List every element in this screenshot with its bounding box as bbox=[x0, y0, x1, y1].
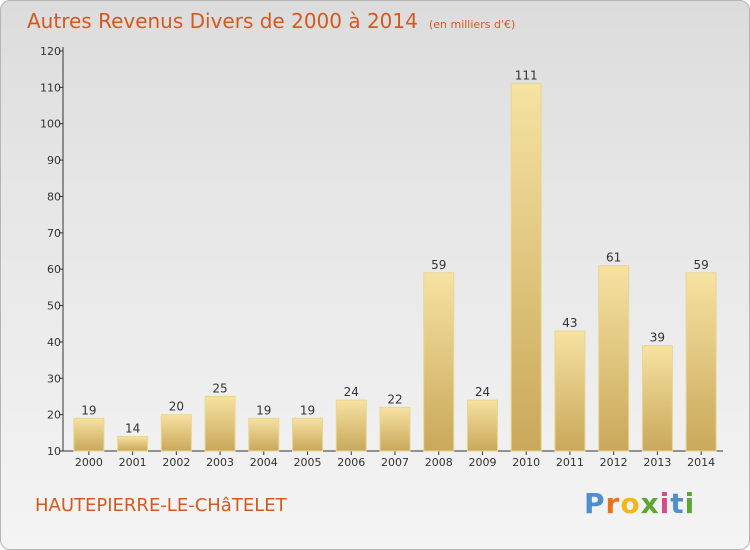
logo-letter: P bbox=[584, 487, 606, 520]
logo-letter: o bbox=[620, 487, 641, 520]
bar bbox=[117, 435, 149, 452]
bar bbox=[248, 417, 280, 452]
bars bbox=[73, 83, 717, 452]
bar bbox=[379, 406, 411, 452]
bar bbox=[554, 330, 586, 452]
bar bbox=[510, 83, 542, 452]
y-tick-label: 80 bbox=[47, 190, 61, 203]
y-tick-label: 30 bbox=[47, 372, 61, 385]
bar bbox=[641, 345, 673, 452]
x-tick-label: 2003 bbox=[206, 456, 234, 469]
logo-letter: i bbox=[659, 487, 671, 520]
value-label: 19 bbox=[256, 403, 271, 417]
value-label: 24 bbox=[475, 385, 490, 399]
logo-letter: t bbox=[670, 487, 685, 520]
x-tick-label: 2014 bbox=[687, 456, 715, 469]
bar bbox=[423, 272, 455, 452]
x-tick-label: 2001 bbox=[119, 456, 147, 469]
commune-name: HAUTEPIERRE-LE-CHâTELET bbox=[35, 495, 287, 516]
value-label: 19 bbox=[81, 403, 96, 417]
value-label: 111 bbox=[515, 69, 538, 83]
y-tick-label: 60 bbox=[47, 263, 61, 276]
x-tick-label: 2008 bbox=[425, 456, 453, 469]
value-label: 25 bbox=[212, 381, 227, 395]
value-label: 22 bbox=[387, 392, 402, 406]
x-tick-label: 2011 bbox=[556, 456, 584, 469]
bar bbox=[204, 395, 236, 452]
y-tick-label: 100 bbox=[40, 118, 61, 131]
labels: 19 2000 14 2001 20 2002 25 2003 19 2004 19 2005 24 20… bbox=[75, 69, 715, 469]
x-tick-label: 2012 bbox=[600, 456, 628, 469]
value-label: 14 bbox=[125, 421, 140, 435]
chart-title: Autres Revenus Divers de 2000 à 2014 bbox=[27, 9, 418, 33]
y-tick-label: 20 bbox=[47, 409, 61, 422]
logo-letter: x bbox=[640, 487, 660, 520]
bar bbox=[685, 272, 717, 452]
bar bbox=[73, 417, 105, 452]
y-tick-label: 120 bbox=[40, 45, 61, 58]
proxiti-logo: Proxiti bbox=[584, 487, 695, 520]
bar bbox=[292, 417, 324, 452]
bar bbox=[160, 414, 192, 452]
x-tick-label: 2005 bbox=[294, 456, 322, 469]
value-label: 61 bbox=[606, 251, 621, 265]
y-tick-label: 10 bbox=[47, 445, 61, 458]
x-tick-label: 2007 bbox=[381, 456, 409, 469]
value-label: 20 bbox=[169, 400, 184, 414]
y-tick-label: 70 bbox=[47, 227, 61, 240]
x-tick-label: 2010 bbox=[512, 456, 540, 469]
logo-letter: i bbox=[684, 487, 696, 520]
y-tick-label: 40 bbox=[47, 336, 61, 349]
x-tick-label: 2004 bbox=[250, 456, 278, 469]
logo-letter: r bbox=[605, 487, 621, 520]
y-tick-label: 50 bbox=[47, 300, 61, 313]
chart-subtitle: (en milliers d'€) bbox=[428, 18, 516, 31]
x-tick-label: 2006 bbox=[337, 456, 365, 469]
y-tick-label: 90 bbox=[47, 154, 61, 167]
x-tick-label: 2002 bbox=[162, 456, 190, 469]
x-tick-label: 2013 bbox=[643, 456, 671, 469]
value-label: 59 bbox=[431, 258, 446, 272]
bar bbox=[598, 265, 630, 452]
y-tick-label: 110 bbox=[40, 81, 61, 94]
value-label: 39 bbox=[650, 331, 665, 345]
value-label: 59 bbox=[693, 258, 708, 272]
axes: 10 20 30 40 50 60 70 80 90 100 110 120 bbox=[40, 45, 723, 458]
x-tick-label: 2000 bbox=[75, 456, 103, 469]
bar bbox=[466, 399, 498, 452]
value-label: 19 bbox=[300, 403, 315, 417]
bar bbox=[335, 399, 367, 452]
chart-title-block: Autres Revenus Divers de 2000 à 2014 (en… bbox=[27, 9, 515, 33]
value-label: 43 bbox=[562, 316, 577, 330]
value-label: 24 bbox=[344, 385, 359, 399]
x-tick-label: 2009 bbox=[468, 456, 496, 469]
